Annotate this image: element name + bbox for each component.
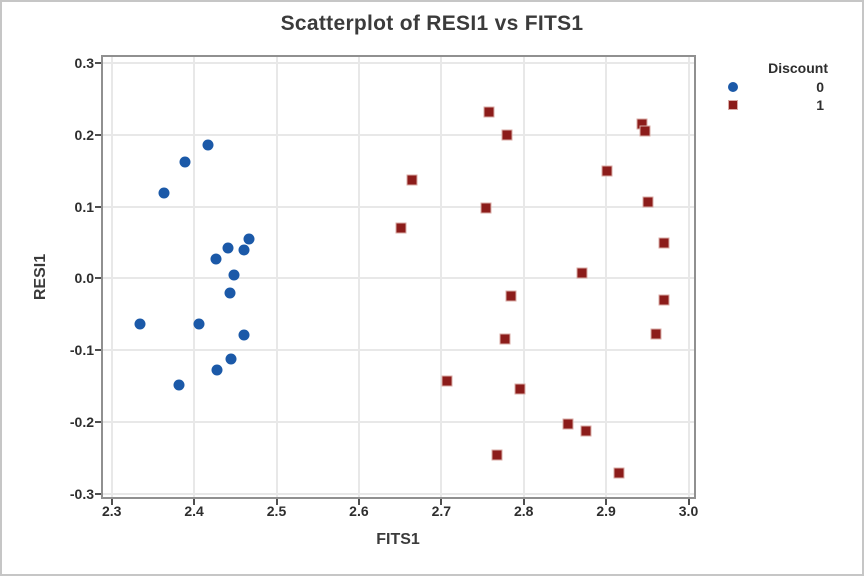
- chart-title: Scatterplot of RESI1 vs FITS1: [280, 12, 584, 35]
- y-axis-title: RESI1: [32, 253, 49, 301]
- data-point-discount-0[interactable]: [193, 318, 205, 330]
- data-point-discount-1[interactable]: [480, 202, 492, 214]
- y-tick-label: 0.0: [74, 270, 94, 287]
- x-tick-label: 2.3: [101, 503, 122, 519]
- y-tick-label: 0.3: [74, 55, 94, 72]
- data-point-discount-1[interactable]: [658, 294, 670, 306]
- data-point-discount-0[interactable]: [211, 364, 223, 376]
- y-tick-label: 0.2: [74, 127, 94, 143]
- data-point-discount-0[interactable]: [243, 233, 255, 245]
- x-tick-label: 2.6: [349, 503, 369, 519]
- y-tick-label: -0.2: [69, 413, 94, 430]
- x-tick-label: 2.7: [431, 503, 452, 519]
- x-tick-label: 2.4: [184, 503, 204, 519]
- data-point-discount-1[interactable]: [580, 425, 591, 437]
- data-point-discount-1[interactable]: [499, 333, 511, 345]
- gridline-vertical: [110, 57, 113, 497]
- data-point-discount-1[interactable]: [642, 196, 654, 208]
- y-axis-tick: [95, 205, 101, 208]
- gridline-horizontal: [103, 205, 694, 208]
- x-tick-label: 2.9: [596, 503, 616, 519]
- legend-marker-square: [728, 100, 738, 110]
- y-axis-tick: [95, 277, 101, 280]
- gridline-vertical: [357, 57, 360, 497]
- x-tick-label: 3.0: [678, 503, 699, 519]
- data-point-discount-1[interactable]: [562, 418, 574, 430]
- gridline-horizontal: [103, 420, 694, 423]
- x-axis-tick: [357, 499, 360, 505]
- y-axis-tick: [95, 349, 101, 352]
- gridline-vertical: [687, 57, 690, 497]
- data-point-discount-0[interactable]: [238, 329, 250, 341]
- x-tick-label: 2.8: [513, 503, 534, 519]
- x-axis-tick: [687, 499, 690, 505]
- data-point-discount-1[interactable]: [576, 267, 588, 279]
- x-axis-tick: [110, 499, 113, 505]
- plot-frame: [101, 55, 696, 499]
- y-axis-tick: [95, 420, 101, 423]
- data-point-discount-0[interactable]: [225, 353, 237, 365]
- y-axis-tick: [95, 492, 101, 495]
- gridline-vertical: [440, 57, 443, 497]
- gridline-horizontal: [103, 134, 694, 136]
- y-axis-tick: [95, 134, 101, 136]
- x-axis-tick: [275, 499, 278, 505]
- gridline-horizontal: [103, 492, 694, 495]
- x-axis-tick: [522, 499, 525, 505]
- data-point-discount-1[interactable]: [491, 449, 503, 461]
- data-point-discount-1[interactable]: [441, 375, 453, 387]
- gridline-horizontal: [103, 349, 694, 352]
- data-point-discount-0[interactable]: [158, 187, 170, 199]
- data-point-discount-1[interactable]: [601, 165, 613, 177]
- gridline-horizontal: [103, 277, 694, 280]
- data-point-discount-0[interactable]: [228, 269, 240, 281]
- legend-item-label: 0: [816, 79, 824, 95]
- data-point-discount-1[interactable]: [483, 106, 495, 118]
- data-point-discount-0[interactable]: [134, 318, 146, 330]
- gridline-vertical: [193, 57, 196, 497]
- x-axis-tick: [193, 499, 196, 505]
- x-axis-tick: [605, 499, 608, 505]
- data-point-discount-0[interactable]: [210, 253, 222, 265]
- gridline-horizontal: [103, 62, 694, 65]
- data-point-discount-0[interactable]: [202, 139, 214, 151]
- legend-item-label: 1: [816, 97, 824, 113]
- y-tick-label: -0.1: [69, 342, 94, 359]
- data-point-discount-1[interactable]: [505, 290, 517, 302]
- data-point-discount-1[interactable]: [639, 125, 651, 137]
- legend-item-0[interactable]: 0: [722, 78, 828, 96]
- gridline-vertical: [605, 57, 608, 497]
- data-point-discount-1[interactable]: [406, 174, 418, 186]
- legend-title: Discount: [768, 60, 828, 76]
- data-point-discount-1[interactable]: [658, 237, 670, 249]
- data-point-discount-0[interactable]: [179, 156, 191, 168]
- data-point-discount-0[interactable]: [224, 287, 236, 299]
- data-point-discount-1[interactable]: [395, 222, 407, 234]
- legend-marker-circle: [728, 82, 738, 92]
- gridline-vertical: [275, 57, 278, 497]
- x-axis-tick: [440, 499, 443, 505]
- data-point-discount-1[interactable]: [650, 328, 662, 340]
- gridline-vertical: [522, 57, 525, 497]
- data-point-discount-1[interactable]: [514, 383, 526, 395]
- y-axis-tick: [95, 62, 101, 65]
- legend-item-1[interactable]: 1: [722, 96, 828, 114]
- data-point-discount-1[interactable]: [613, 467, 625, 479]
- data-point-discount-0[interactable]: [173, 379, 185, 391]
- data-point-discount-0[interactable]: [222, 242, 234, 254]
- y-tick-label: 0.1: [74, 198, 94, 215]
- x-tick-label: 2.5: [266, 503, 287, 519]
- data-point-discount-0[interactable]: [238, 244, 250, 256]
- data-point-discount-1[interactable]: [501, 129, 513, 141]
- x-axis-title: FITS1: [376, 531, 420, 548]
- y-tick-label: -0.3: [69, 485, 94, 502]
